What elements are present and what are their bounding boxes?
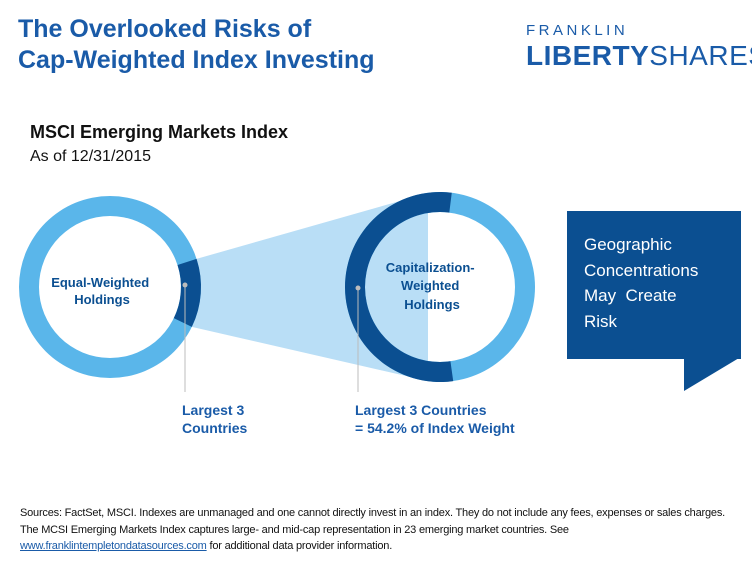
- callout-text: Geographic Concentrations May Create Ris…: [584, 232, 734, 334]
- left-leader-dot: [182, 282, 188, 288]
- callout-line1: Geographic: [584, 235, 672, 254]
- right-callout-label: Largest 3 Countries = 54.2% of Index Wei…: [355, 402, 515, 436]
- right-center-line1: Capitalization-: [386, 260, 475, 275]
- equal-weighted-center-label: Equal-Weighted Holdings: [51, 275, 153, 307]
- cap-weighted-donut: [345, 192, 535, 382]
- left-callout-line2: Countries: [182, 420, 248, 436]
- right-center-line3: Holdings: [404, 297, 460, 312]
- callout-line2: Concentrations: [584, 260, 699, 280]
- page-title: The Overlooked Risks of Cap-Weighted Ind…: [18, 14, 375, 76]
- page-title-line1: The Overlooked Risks of: [18, 15, 312, 43]
- logo-libertyshares-text: LIBERTYSHARES™: [526, 40, 752, 72]
- chart-subtitle: As of 12/31/2015: [30, 148, 151, 165]
- callout-line4: Risk: [584, 311, 618, 331]
- callout-line3: May Create: [584, 286, 677, 305]
- equal-weighted-donut: [19, 196, 201, 378]
- footnote-line1: Sources: FactSet, MSCI. Indexes are unma…: [20, 507, 725, 519]
- left-callout-label: Largest 3 Countries: [182, 402, 248, 436]
- right-callout-line2: = 54.2% of Index Weight: [355, 420, 515, 436]
- left-callout-line1: Largest 3: [182, 402, 244, 418]
- footnote-line3: www.franklintempletondatasources.com for…: [20, 538, 740, 555]
- logo-liberty: LIBERTY: [526, 40, 650, 71]
- data-sources-link[interactable]: www.franklintempletondatasources.com: [20, 540, 207, 552]
- callout-tail: [684, 358, 739, 391]
- left-center-line1: Equal-Weighted: [51, 275, 149, 290]
- equal-weighted-largest3-segment: [173, 258, 201, 327]
- logo-shares: SHARES: [649, 40, 752, 71]
- footnote-line3-rest: for additional data provider information…: [206, 540, 393, 552]
- right-center-line2: Weighted: [401, 278, 459, 293]
- callout-tail-shape: [684, 358, 739, 391]
- chart-title: MSCI Emerging Markets Index: [30, 122, 289, 142]
- footnote-line2: The MCSI Emerging Markets Index captures…: [20, 523, 569, 536]
- logo-franklin-text: FRANKLIN: [526, 22, 629, 39]
- cap-weighted-largest3-segment: [345, 192, 454, 382]
- page-title-line2: Cap-Weighted Index Investing: [18, 46, 375, 74]
- right-callout-line1: Largest 3 Countries: [355, 402, 487, 418]
- cap-weighted-center-label: Capitalization- Weighted Holdings: [386, 260, 478, 312]
- right-leader-dot: [355, 285, 361, 291]
- callout-box: [567, 211, 741, 359]
- brand-logo: FRANKLIN LIBERTYSHARES™: [526, 22, 752, 82]
- footnote: Sources: FactSet, MSCI. Indexes are unma…: [20, 505, 740, 555]
- left-center-line2: Holdings: [74, 292, 130, 307]
